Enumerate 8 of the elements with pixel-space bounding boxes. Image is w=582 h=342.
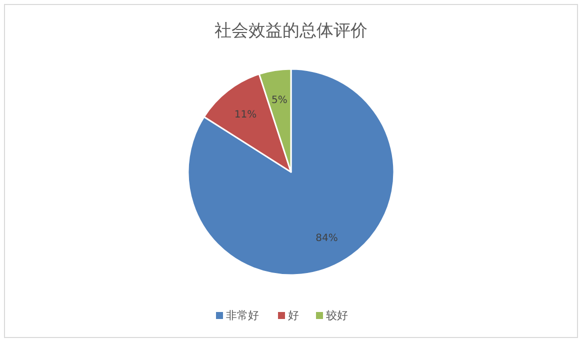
data-label: 5% (271, 94, 288, 106)
data-label: 11% (234, 109, 257, 120)
legend-label: 好 (288, 309, 299, 322)
data-label: 84% (316, 232, 338, 244)
legend-label: 较好 (326, 309, 348, 322)
chart-title: 社会效益的总体评价 (214, 21, 368, 41)
pie-slice (187, 68, 395, 276)
legend-label: 非常好 (226, 309, 259, 322)
